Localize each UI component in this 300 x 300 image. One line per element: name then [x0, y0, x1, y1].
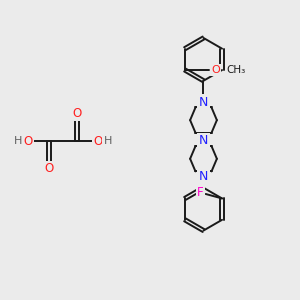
Text: O: O [73, 107, 82, 120]
Text: F: F [197, 186, 204, 199]
Text: N: N [199, 170, 208, 183]
Text: O: O [93, 135, 103, 148]
Text: CH₃: CH₃ [226, 65, 246, 75]
Text: O: O [44, 162, 54, 175]
Text: O: O [23, 135, 33, 148]
Text: O: O [211, 65, 220, 75]
Text: N: N [199, 96, 208, 109]
Text: N: N [199, 134, 208, 147]
Text: H: H [103, 136, 112, 146]
Text: H: H [14, 136, 22, 146]
